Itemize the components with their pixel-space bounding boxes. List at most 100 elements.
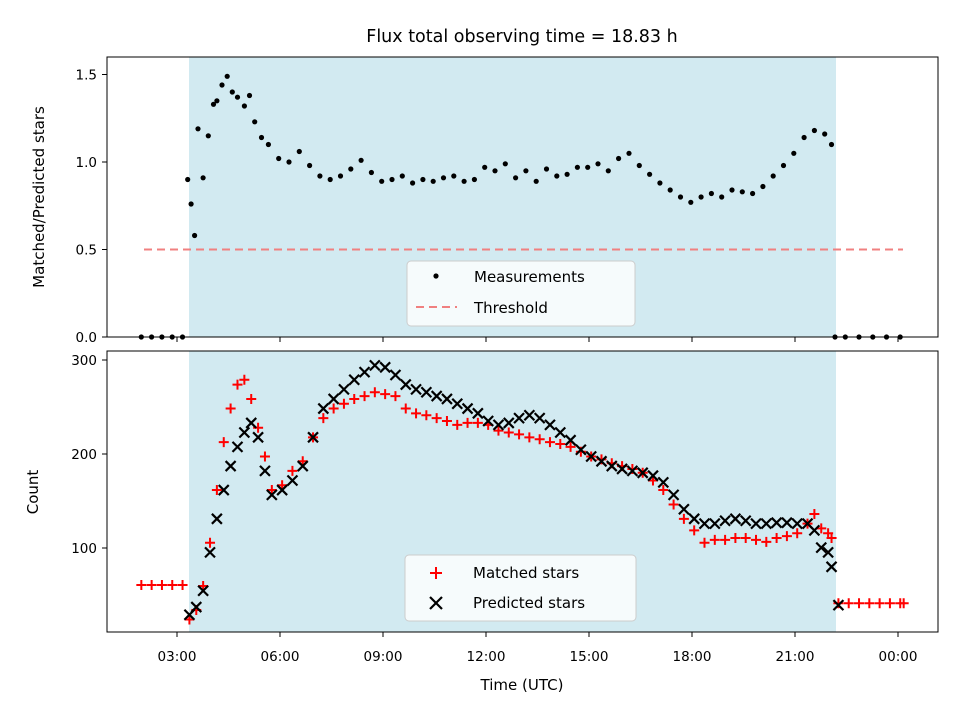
matched-star-point <box>239 374 250 385</box>
measurement-point <box>688 199 694 205</box>
measurement-point <box>430 178 436 184</box>
matched-star-point <box>338 398 349 409</box>
measurement-point <box>185 176 191 183</box>
measurement-point <box>471 176 477 183</box>
measurement-point <box>791 150 797 156</box>
ratio-panel: 0.0 0.5 1.0 1.5 Matched/Predicted stars … <box>30 56 939 346</box>
measurement-point <box>677 194 684 200</box>
measurement-point <box>451 173 457 179</box>
predicted-star-point <box>523 409 536 422</box>
ratio-legend-box <box>406 260 636 327</box>
measurement-point <box>224 73 230 79</box>
measurement-point <box>337 173 344 179</box>
count-xtick-label: 12:00 <box>467 649 506 665</box>
measurement-point <box>410 180 416 186</box>
predicted-star-point <box>832 599 845 611</box>
predicted-star-point <box>544 419 556 431</box>
predicted-star-point <box>266 489 278 501</box>
predicted-star-point <box>410 383 422 396</box>
measurement-point <box>389 176 395 183</box>
measurement-point <box>492 168 498 174</box>
predicted-star-point <box>259 465 271 477</box>
matched-star-point <box>854 598 865 609</box>
matched-star-point <box>411 408 422 419</box>
ratio-legend: Measurements Threshold <box>406 260 636 327</box>
count-xtick-label: 06:00 <box>261 649 300 665</box>
measurement-point <box>317 173 323 179</box>
measurement-point <box>348 166 354 172</box>
ratio-ytick-label: 1.0 <box>76 155 97 171</box>
predicted-star-point <box>369 359 381 372</box>
matched-star-point <box>218 437 229 448</box>
measurement-point <box>379 178 385 184</box>
measurement-point <box>200 175 206 181</box>
predicted-star-point <box>461 402 474 415</box>
measurement-point <box>229 89 235 95</box>
predicted-star-point <box>451 397 464 410</box>
measurement-point <box>358 157 364 163</box>
measurement-point <box>533 178 539 184</box>
measurement-point <box>258 134 265 141</box>
matched-star-point <box>709 534 720 545</box>
ratio-axes-frame <box>106 56 939 338</box>
predicted-star-point <box>358 366 371 378</box>
predicted-star-point <box>709 517 721 530</box>
measurement-point <box>252 119 258 125</box>
predicted-legend-marker <box>429 596 443 610</box>
matched-star-point <box>720 534 731 545</box>
matched-star-point <box>874 598 885 609</box>
matched-star-point <box>565 441 576 452</box>
matched-star-point <box>349 393 360 404</box>
predicted-legend-marker-b <box>429 596 443 610</box>
measurement-point <box>822 131 828 137</box>
matched-star-point <box>658 485 669 496</box>
measurement-point <box>241 103 247 109</box>
matched-star-point <box>205 537 216 548</box>
predicted-star-point <box>564 434 577 446</box>
measurement-point <box>719 194 725 200</box>
predicted-star-point <box>688 513 700 525</box>
predicted-star-point <box>729 513 742 525</box>
measurement-point <box>585 164 591 170</box>
ratio-xtick-marks <box>176 337 899 342</box>
predicted-star-point <box>245 417 258 429</box>
matched-star-point <box>431 413 442 424</box>
predicted-star-point <box>585 450 597 463</box>
predicted-star-point <box>825 561 838 573</box>
measurement-point <box>214 98 220 104</box>
predicted-star-point <box>472 407 484 420</box>
predicted-star-point <box>808 524 821 537</box>
predicted-star-point <box>296 460 309 472</box>
matched-star-point <box>287 465 298 476</box>
predicted-star-point <box>399 378 412 391</box>
matched-star-point <box>146 580 157 591</box>
measurement-point <box>420 176 426 183</box>
predicted-star-point <box>197 584 209 597</box>
measurement-point <box>513 175 519 181</box>
measurement-point <box>543 166 550 172</box>
ratio-ytick-label: 0.5 <box>76 243 97 259</box>
predicted-star-point <box>231 441 244 453</box>
predicted-star-point <box>348 373 361 386</box>
predicted-star-point <box>678 503 690 516</box>
matched-star-point <box>177 580 188 591</box>
measurements-legend-label: Measurements <box>474 268 585 286</box>
matched-star-point <box>761 536 772 547</box>
measurement-point <box>554 173 560 179</box>
predicted-star-point <box>338 383 350 396</box>
matched-star-point <box>524 432 535 443</box>
matched-star-point <box>462 417 473 428</box>
matched-star-point <box>359 391 370 402</box>
count-xlabel: Time (UTC) <box>480 676 564 694</box>
predicted-star-point <box>657 476 670 489</box>
chart-title: Flux total observing time = 18.83 h <box>366 27 677 47</box>
measurement-point <box>327 176 333 183</box>
predicted-star-point <box>238 426 251 439</box>
matched-legend-label: Matched stars <box>473 564 579 582</box>
measurement-point <box>192 232 198 239</box>
count-ytick-label: 200 <box>71 447 97 463</box>
matched-star-point <box>156 580 167 591</box>
matched-star-point <box>826 533 837 544</box>
predicted-star-point <box>554 426 567 439</box>
matched-star-point <box>792 528 803 539</box>
